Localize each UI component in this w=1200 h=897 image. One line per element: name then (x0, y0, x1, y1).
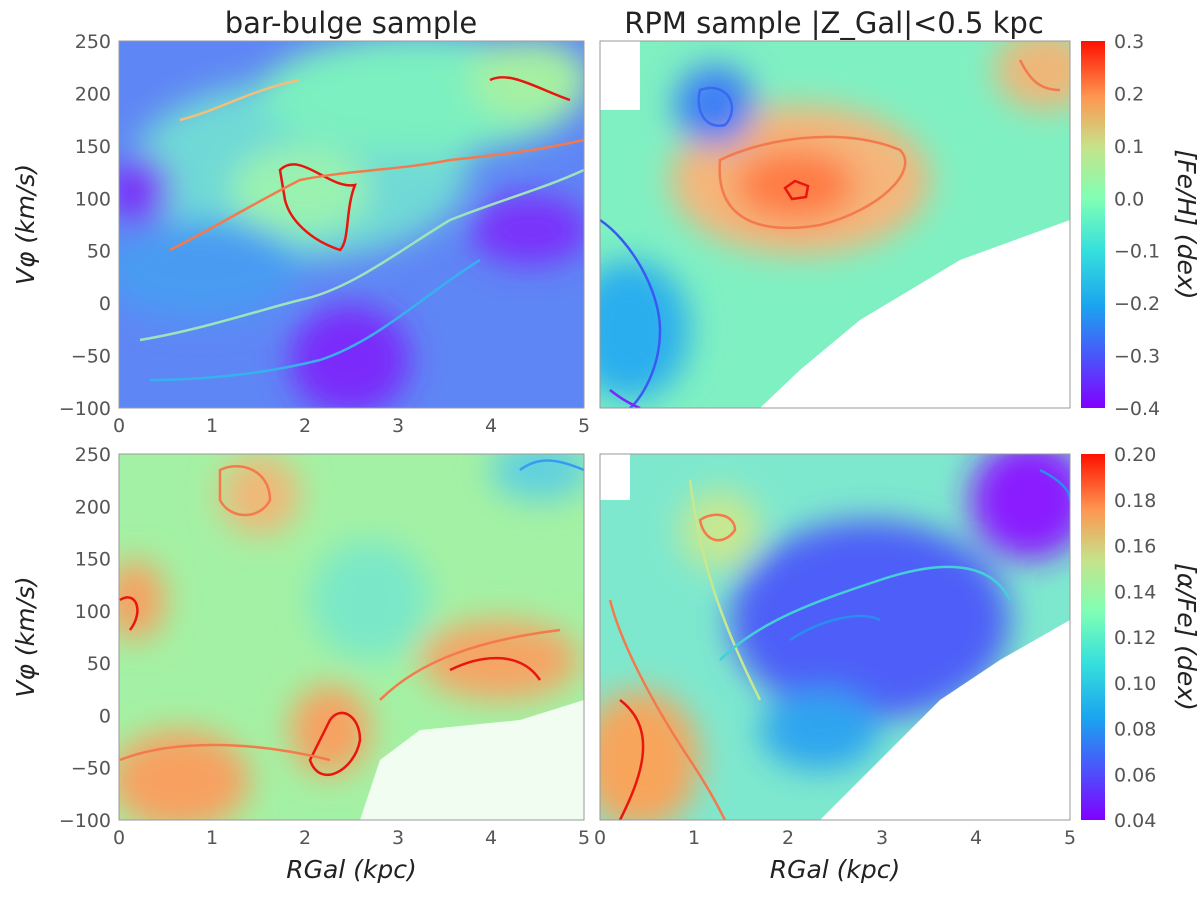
colorbar-alpha (1081, 454, 1105, 820)
x-tick-label: 5 (1064, 827, 1076, 849)
colorbar-tick-label: −0.2 (1114, 293, 1160, 315)
y-tick-label: −50 (71, 758, 111, 780)
colorbar-tick-label: 0.14 (1114, 581, 1156, 603)
y-tick-label: 150 (75, 136, 111, 158)
heatmap-fe-rpm (600, 41, 1070, 408)
colorbar-tick-label: 0.18 (1114, 490, 1156, 512)
x-tick-label: 1 (206, 827, 218, 849)
axes-frame-4 (599, 453, 1071, 821)
y-tick-label: 100 (75, 601, 111, 623)
x-axis-label: RGal (kpc) (770, 855, 901, 884)
contours-fe-rpm (600, 59, 1061, 408)
heatmap-alpha-bar-bulge (119, 454, 584, 820)
y-tick-label: 0 (99, 705, 111, 727)
colorbar-tick-label: 0.04 (1114, 810, 1156, 832)
y-tick-label: 150 (75, 549, 111, 571)
heatmap-alpha-rpm (600, 454, 1070, 820)
y-tick-label: −100 (59, 810, 111, 832)
x-tick-label: 3 (876, 827, 888, 849)
y-tick-label: 250 (75, 444, 111, 466)
panel-title-bar-bulge: bar-bulge sample (225, 6, 477, 40)
colorbar-tick-label: 0.20 (1114, 444, 1156, 466)
colorbar-tick-label: 0.08 (1114, 719, 1156, 741)
axes-frame-1 (118, 40, 585, 409)
y-tick-label: 250 (75, 31, 111, 53)
colorbar-label: [Fe/H] (dex) (1172, 150, 1200, 300)
y-tick-label: 200 (75, 83, 111, 105)
axes-frame-2 (599, 40, 1071, 409)
x-tick-label: 4 (970, 827, 982, 849)
contours-fe-bar-bulge (139, 76, 584, 382)
colorbar-tick-label: 0.0 (1114, 188, 1144, 210)
colorbar-tick-label: 0.16 (1114, 536, 1156, 558)
x-tick-label: 0 (113, 415, 125, 437)
x-tick-label: 2 (299, 827, 311, 849)
x-tick-label: 4 (485, 827, 497, 849)
x-tick-label: 0 (113, 827, 125, 849)
y-tick-label: 100 (75, 188, 111, 210)
y-tick-label: 50 (87, 653, 111, 675)
y-tick-label: 200 (75, 496, 111, 518)
y-tick-label: 50 (87, 241, 111, 263)
x-tick-label: 3 (392, 827, 404, 849)
y-axis-label: Vφ (km/s) (11, 164, 40, 285)
x-tick-label: 1 (206, 415, 218, 437)
x-tick-label: 5 (578, 415, 590, 437)
y-tick-label: −50 (71, 346, 111, 368)
y-tick-label: 0 (99, 293, 111, 315)
colorbar-tick-label: −0.4 (1114, 398, 1160, 420)
contours-alpha-bar-bulge (119, 459, 584, 777)
x-tick-label: 3 (392, 415, 404, 437)
colorbar-tick-label: 0.3 (1114, 31, 1144, 53)
colorbar-tick-label: −0.1 (1114, 241, 1160, 263)
contours-alpha-rpm (608, 468, 1070, 820)
x-tick-label: 0 (594, 827, 606, 849)
colorbar-label: [α/Fe] (dex) (1172, 563, 1200, 711)
y-tick-label: −100 (59, 398, 111, 420)
colorbar-tick-label: −0.3 (1114, 346, 1160, 368)
x-axis-label: RGal (kpc) (286, 855, 417, 884)
colorbar-tick-label: 0.10 (1114, 673, 1156, 695)
colorbar-tick-label: 0.12 (1114, 627, 1156, 649)
x-tick-label: 1 (688, 827, 700, 849)
y-axis-label: Vφ (km/s) (11, 576, 40, 697)
colorbar-tick-label: 0.06 (1114, 764, 1156, 786)
axes-frame-3 (118, 453, 585, 821)
x-tick-label: 5 (578, 827, 590, 849)
x-tick-label: 4 (485, 415, 497, 437)
panel-title-rpm: RPM sample |Z_Gal|<0.5 kpc (624, 6, 1044, 40)
x-tick-label: 2 (782, 827, 794, 849)
colorbar-tick-label: 0.1 (1114, 136, 1144, 158)
colorbar-fe (1081, 41, 1105, 408)
colorbar-tick-label: 0.2 (1114, 83, 1144, 105)
x-tick-label: 2 (299, 415, 311, 437)
heatmap-fe-bar-bulge (119, 41, 584, 408)
